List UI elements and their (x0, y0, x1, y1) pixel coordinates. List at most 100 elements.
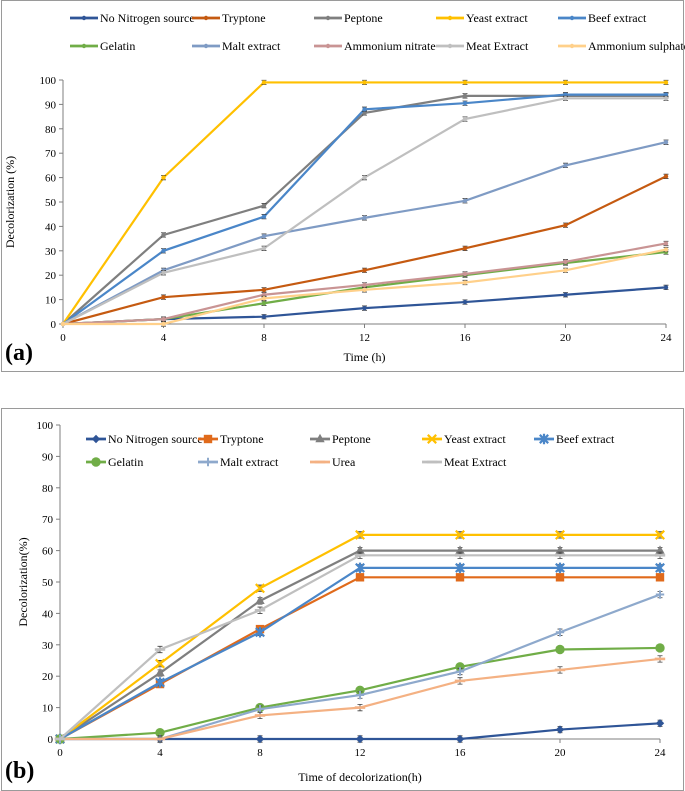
data-point (261, 233, 267, 239)
legend-swatch-marker (447, 43, 453, 49)
chart-frame-a (1, 0, 684, 372)
legend-swatch-marker (203, 434, 213, 444)
data-point (362, 215, 367, 221)
data-point (161, 232, 166, 238)
legend-entry: Yeast extract (436, 11, 528, 25)
data-point (60, 321, 66, 327)
panel-label: (a) (5, 340, 33, 366)
data-point (563, 80, 568, 85)
y-tick-label: 80 (42, 483, 54, 495)
data-point (655, 545, 665, 554)
data-point (455, 545, 465, 554)
x-tick-label: 20 (555, 747, 567, 759)
data-point (563, 222, 568, 228)
x-tick-label: 20 (560, 332, 572, 344)
legend-label: Tryptone (220, 432, 264, 446)
data-point (362, 80, 367, 85)
data-point (663, 140, 669, 145)
series-ammonium-sulphate (60, 246, 669, 327)
data-point (161, 270, 166, 275)
y-axis-title: Decolorization(%) (16, 537, 30, 626)
legend-swatch-marker (325, 43, 331, 49)
legend-entry: Ammonium nitrate (314, 39, 436, 53)
y-tick-label: 80 (45, 124, 57, 136)
y-tick-label: 100 (37, 420, 54, 432)
data-point (462, 271, 468, 277)
x-axis-title: Time of decolorization(h) (298, 770, 422, 784)
x-tick-label: 4 (157, 747, 163, 759)
legend-entry: Tryptone (192, 11, 266, 25)
data-point (255, 595, 265, 605)
data-point (555, 545, 565, 554)
x-tick-label: 8 (261, 332, 267, 344)
data-point (455, 562, 465, 574)
legend-swatch-marker (81, 15, 87, 21)
y-tick-label: 20 (42, 671, 54, 683)
data-point (455, 667, 465, 676)
legend-swatch-marker (91, 457, 101, 467)
data-point (655, 573, 665, 582)
series-tryptone (60, 173, 669, 327)
chart-svg-a: 0 10 20 30 40 50 60 70 80 90 100 0 4 8 12 16 20 24 Time (h… (3, 11, 685, 366)
y-tick-label: 20 (45, 270, 57, 282)
chart-frame-b (1, 408, 684, 791)
y-tick-label: 50 (45, 197, 57, 209)
y-tick-label: 70 (42, 514, 54, 526)
series-beef-extract (55, 562, 665, 745)
legend-entry: No Nitrogen source (70, 11, 195, 25)
data-point (663, 241, 669, 246)
y-tick-label: 0 (48, 734, 54, 746)
x-tick-label: 0 (60, 332, 66, 344)
legend-label: Ammonium sulphate (588, 39, 685, 53)
x-tick-label: 16 (460, 332, 472, 344)
series-yeast-extract (60, 79, 669, 327)
panel-label: (b) (5, 758, 34, 784)
legend-entry: Beef extract (534, 432, 615, 446)
legend-label: Meat Extract (466, 39, 529, 53)
data-point (563, 292, 568, 297)
chart-svg-b: 0 10 20 30 40 50 60 70 80 90 100 0 4 8 12 16 20 24 Time of… (5, 420, 667, 784)
legend-label: Gelatin (100, 39, 135, 53)
data-point (655, 643, 665, 653)
data-point (462, 198, 468, 203)
legend-label: Tryptone (222, 11, 266, 25)
data-point (355, 734, 365, 744)
x-axis-title: Time (h) (344, 350, 386, 364)
data-point (555, 573, 565, 582)
data-point (255, 734, 265, 744)
legend-swatch-marker (447, 15, 453, 21)
legend-entry: Peptone (310, 432, 371, 446)
x-tick-label: 0 (57, 747, 63, 759)
y-tick-label: 30 (42, 640, 54, 652)
y-tick-label: 40 (42, 608, 54, 620)
legend-swatch-marker (539, 433, 549, 445)
y-tick-label: 10 (45, 295, 57, 307)
data-point (563, 259, 568, 264)
data-point (355, 545, 365, 554)
legend-swatch-marker (203, 15, 209, 21)
data-point (261, 301, 267, 306)
data-point (462, 100, 468, 106)
y-tick-label: 50 (42, 577, 54, 589)
legend-label: No Nitrogen source (100, 11, 195, 25)
y-tick-label: 30 (45, 246, 57, 258)
x-tick-label: 24 (655, 747, 667, 759)
data-point (362, 175, 367, 180)
data-point (555, 529, 565, 540)
data-point (362, 268, 367, 273)
data-point (555, 628, 565, 637)
data-point (255, 583, 265, 594)
data-point (155, 667, 165, 677)
legend-swatch-marker (569, 15, 575, 21)
legend-label: Malt extract (220, 455, 279, 469)
legend-entry: No Nitrogen source (86, 432, 203, 446)
legend-entry: Meat Extract (422, 455, 507, 469)
x-tick-label: 12 (355, 747, 366, 759)
data-point (362, 305, 367, 311)
data-point (161, 294, 166, 300)
y-axis-title: Decolorization (%) (3, 156, 17, 248)
x-tick-label: 24 (661, 332, 673, 344)
data-point (161, 316, 166, 322)
data-point (355, 685, 365, 696)
y-tick-label: 60 (45, 173, 57, 185)
